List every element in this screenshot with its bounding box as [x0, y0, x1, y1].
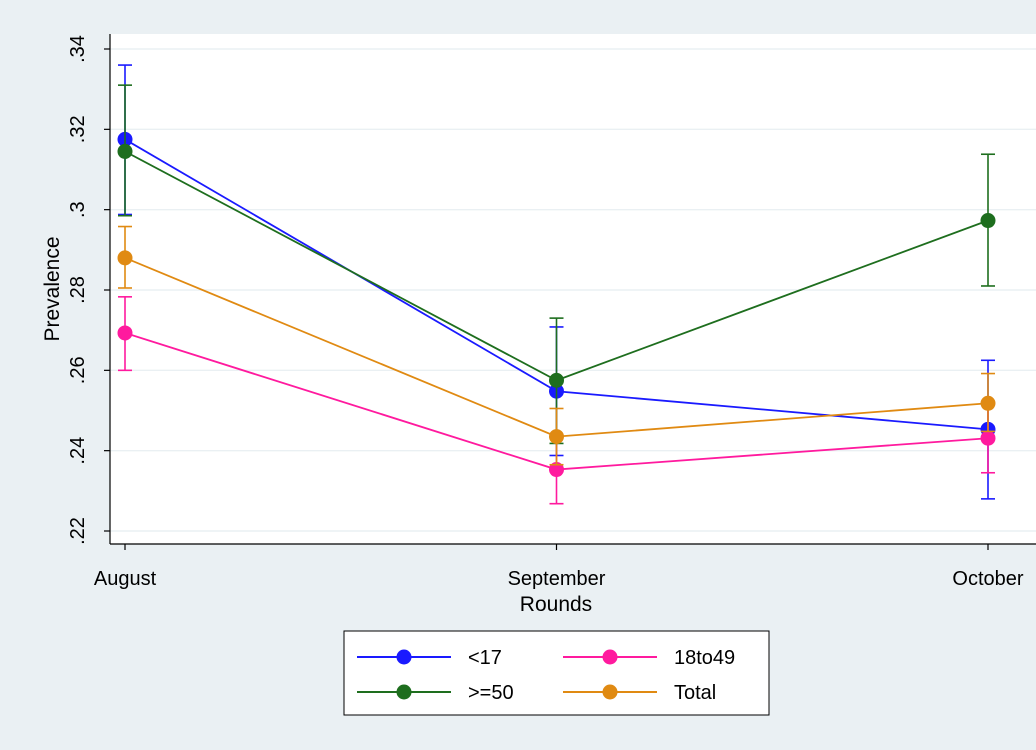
legend-label: 18to49: [674, 647, 735, 669]
y-tick-label: .28: [67, 276, 89, 304]
data-point: [549, 429, 564, 444]
y-tick-label: .22: [67, 517, 89, 545]
data-point: [981, 396, 996, 411]
legend-marker: [603, 650, 618, 665]
y-tick-label: .34: [67, 35, 89, 63]
x-axis-title: Rounds: [520, 593, 592, 616]
data-point: [118, 325, 133, 340]
y-tick-label: .24: [67, 437, 89, 465]
legend-marker: [397, 650, 412, 665]
x-tick-label: October: [952, 568, 1023, 590]
x-tick-label: September: [508, 568, 606, 590]
y-tick-label: .32: [67, 115, 89, 143]
legend-marker: [397, 685, 412, 700]
data-point: [981, 213, 996, 228]
data-point: [118, 250, 133, 265]
legend: <17 18to49 >=50 Total: [344, 631, 769, 715]
legend-label: >=50: [468, 682, 514, 704]
y-tick-label: .3: [67, 201, 89, 218]
data-point: [549, 373, 564, 388]
data-point: [981, 431, 996, 446]
y-axis-title: Prevalence: [41, 236, 64, 341]
legend-marker: [603, 685, 618, 700]
y-tick-label: .26: [67, 356, 89, 384]
legend-label: Total: [674, 682, 716, 704]
legend-label: <17: [468, 647, 502, 669]
x-tick-label: August: [94, 568, 157, 590]
data-point: [118, 144, 133, 159]
